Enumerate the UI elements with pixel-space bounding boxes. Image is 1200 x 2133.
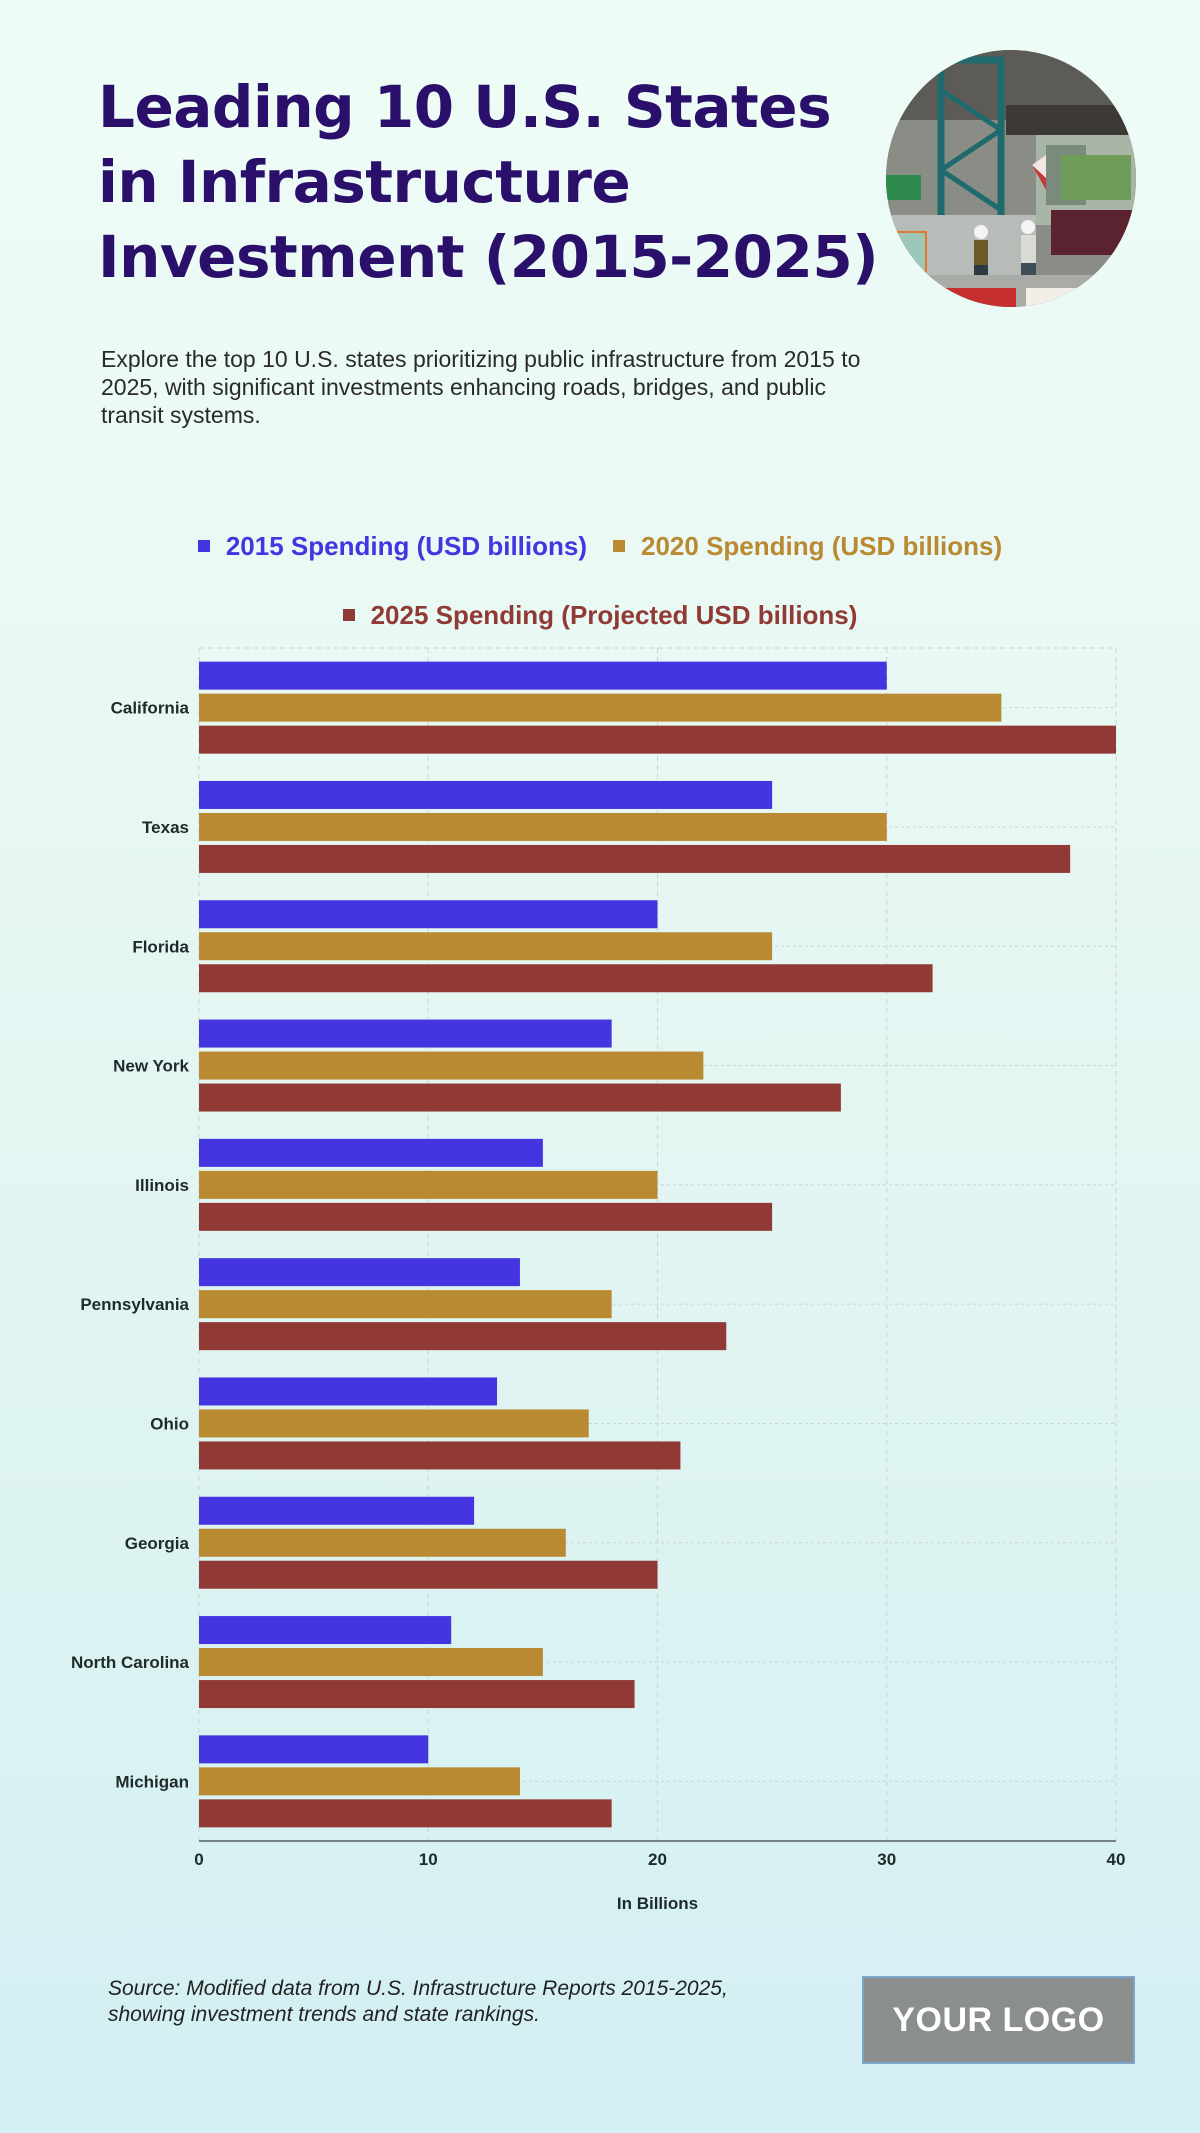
- bar-california-2025[interactable]: [199, 725, 1116, 754]
- bar-michigan-2020[interactable]: [199, 1767, 520, 1796]
- logo-text: YOUR LOGO: [892, 2000, 1105, 2039]
- x-tick-label: 20: [648, 1850, 667, 1869]
- bar-illinois-2025[interactable]: [199, 1202, 773, 1231]
- title-line-3: Investment (2015-2025): [98, 223, 879, 291]
- category-labels: California Texas Florida New York Illinois Pe…: [71, 699, 190, 1792]
- x-tick-label: 10: [419, 1850, 438, 1869]
- bar-texas-2025[interactable]: [199, 844, 1071, 873]
- bar-florida-2025[interactable]: [199, 964, 933, 993]
- bar-florida-2015[interactable]: [199, 900, 658, 929]
- category-label: Michigan: [115, 1772, 189, 1791]
- x-tick-label: 40: [1107, 1850, 1126, 1869]
- x-tick-label: 30: [877, 1850, 896, 1869]
- bar-florida-2020[interactable]: [199, 932, 773, 961]
- subtitle: Explore the top 10 U.S. states prioritiz…: [101, 346, 861, 428]
- legend-swatch-2025: [342, 609, 355, 621]
- category-label: Florida: [132, 937, 189, 956]
- bar-north-carolina-2025[interactable]: [199, 1680, 635, 1709]
- legend-row-1: 2015 Spending (USD billions) 2020 Spendi…: [0, 528, 1200, 564]
- bar-michigan-2025[interactable]: [199, 1799, 612, 1828]
- legend-label-2020: 2020 Spending (USD billions): [641, 530, 1003, 561]
- legend-item-2015[interactable]: 2015 Spending (USD billions): [197, 530, 587, 562]
- bar-new-york-2015[interactable]: [199, 1019, 612, 1048]
- bar-california-2020[interactable]: [199, 693, 1002, 722]
- bar-georgia-2020[interactable]: [199, 1528, 566, 1557]
- bar-texas-2020[interactable]: [199, 812, 887, 841]
- bar-illinois-2020[interactable]: [199, 1170, 658, 1199]
- bar-michigan-2015[interactable]: [199, 1735, 429, 1764]
- bar-pennsylvania-2020[interactable]: [199, 1290, 612, 1319]
- source-note: Source: Modified data from U.S. Infrastr…: [108, 1977, 728, 2026]
- bar-ohio-2025[interactable]: [199, 1441, 681, 1470]
- legend-swatch-2020: [613, 540, 625, 552]
- bar-north-carolina-2020[interactable]: [199, 1648, 543, 1677]
- legend-item-2020[interactable]: 2020 Spending (USD billions): [613, 531, 1002, 562]
- bar-ohio-2015[interactable]: [199, 1377, 498, 1406]
- legend-label-2015: 2015 Spending (USD billions): [225, 530, 587, 561]
- category-label: Illinois: [135, 1176, 189, 1195]
- legend-swatch-2015: [197, 540, 210, 552]
- category-label: New York: [113, 1057, 189, 1076]
- bar-new-york-2025[interactable]: [199, 1083, 841, 1112]
- bar-georgia-2025[interactable]: [199, 1560, 658, 1589]
- chart-bars: [199, 661, 1116, 1828]
- logo-placeholder: YOUR LOGO: [862, 1976, 1135, 2064]
- bar-chart: California Texas Florida New York Illinois Pe…: [71, 647, 1126, 1913]
- title-line-1: Leading 10 U.S. States: [98, 73, 832, 141]
- bar-illinois-2015[interactable]: [199, 1138, 543, 1167]
- bar-california-2015[interactable]: [199, 661, 887, 690]
- category-label: Texas: [142, 818, 189, 837]
- bar-ohio-2020[interactable]: [199, 1409, 589, 1438]
- legend-label-2025: 2025 Spending (Projected USD billions): [370, 599, 858, 630]
- legend-item-2025[interactable]: 2025 Spending (Projected USD billions): [342, 599, 858, 631]
- title-line-2: in Infrastructure: [98, 148, 631, 216]
- category-label: Pennsylvania: [80, 1295, 189, 1314]
- bar-new-york-2020[interactable]: [199, 1051, 704, 1080]
- legend-row-2: 2025 Spending (Projected USD billions): [0, 597, 1200, 633]
- x-axis-title: In Billions: [617, 1894, 698, 1913]
- category-label: Ohio: [150, 1414, 189, 1433]
- category-label: North Carolina: [71, 1653, 190, 1672]
- bar-texas-2015[interactable]: [199, 780, 773, 809]
- bar-north-carolina-2015[interactable]: [199, 1616, 452, 1645]
- category-label: Georgia: [125, 1534, 190, 1553]
- x-tick-label: 0: [194, 1850, 203, 1869]
- x-axis: 0 10 20 30 40: [194, 1840, 1126, 1869]
- bar-pennsylvania-2025[interactable]: [199, 1322, 727, 1351]
- page-title: Leading 10 U.S. States in Infrastructure…: [98, 70, 898, 295]
- category-label: California: [111, 699, 190, 718]
- bar-pennsylvania-2015[interactable]: [199, 1258, 520, 1287]
- bar-georgia-2015[interactable]: [199, 1496, 475, 1525]
